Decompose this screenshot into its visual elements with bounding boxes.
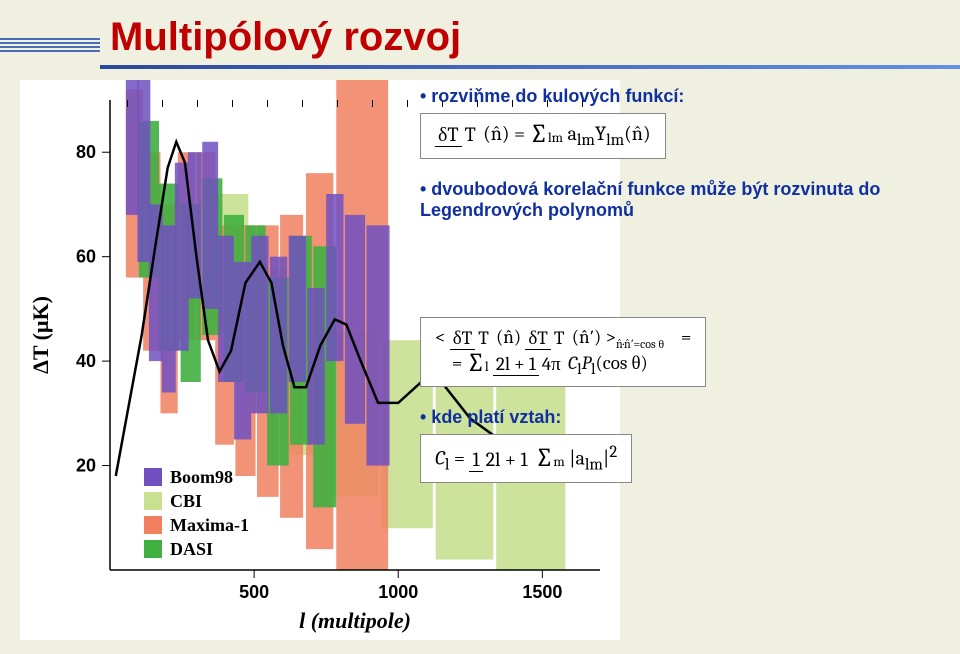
equation-3: Cl = 12l + 1 ∑m |alm|2 — [420, 434, 632, 484]
bullet-3: • kde platí vztah: — [420, 407, 940, 428]
bullet-1: • rozviňme do kulových funkcí: — [420, 86, 940, 107]
right-column: • rozviňme do kulových funkcí: δTT (n̂) … — [420, 80, 940, 497]
equation-2: < δTT (n̂) δTT (n̂′) >n̂·n̂′=cos θ = = ∑… — [420, 317, 706, 387]
svg-text:1500: 1500 — [522, 582, 562, 602]
svg-text:20: 20 — [76, 456, 96, 476]
svg-text:1000: 1000 — [378, 582, 418, 602]
svg-text:l (multipole): l (multipole) — [299, 608, 411, 633]
equation-1: δTT (n̂) = ∑lm almYlm(n̂) — [420, 113, 666, 159]
title-stripes — [0, 38, 100, 52]
svg-text:Boom98: Boom98 — [170, 467, 233, 487]
svg-text:40: 40 — [76, 351, 96, 371]
page-title: Multipólový rozvoj — [110, 15, 461, 60]
svg-text:80: 80 — [76, 142, 96, 162]
svg-text:500: 500 — [239, 582, 269, 602]
svg-text:CBI: CBI — [170, 491, 202, 511]
svg-text:60: 60 — [76, 247, 96, 267]
title-bar: Multipólový rozvoj — [0, 10, 960, 70]
title-underline — [100, 65, 960, 69]
svg-text:Maxima-1: Maxima-1 — [170, 515, 249, 535]
bullet-2: • dvoubodová korelační funkce může být r… — [420, 179, 900, 221]
svg-text:DASI: DASI — [170, 539, 213, 559]
svg-text:ΔT (μK): ΔT (μK) — [28, 296, 53, 374]
